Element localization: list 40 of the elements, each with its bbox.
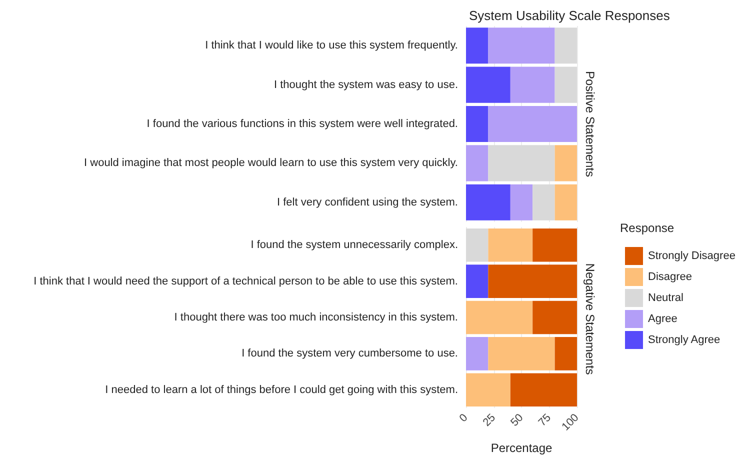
legend-label: Strongly Agree bbox=[648, 334, 720, 346]
bar bbox=[554, 66, 577, 103]
bar bbox=[488, 145, 555, 182]
bar bbox=[466, 184, 510, 220]
y-tick-label: I thought there was too much inconsistency in this system. bbox=[174, 312, 458, 324]
y-tick-label: I thought the system was easy to use. bbox=[274, 78, 458, 91]
legend-title: Response bbox=[620, 221, 674, 235]
y-tick-label: I think that I would like to use this system frequently. bbox=[205, 40, 458, 52]
bar bbox=[466, 28, 488, 64]
bar bbox=[532, 184, 555, 220]
x-tick-label: 50 bbox=[508, 412, 526, 429]
x-tick-label: 0 bbox=[457, 412, 470, 425]
bar bbox=[466, 145, 488, 182]
y-tick-label: I found the system very cumbersome to use. bbox=[242, 348, 458, 360]
bar bbox=[510, 184, 533, 220]
bar bbox=[488, 28, 555, 64]
bar bbox=[554, 184, 577, 220]
text: Negative Statements bbox=[583, 263, 597, 375]
legend-label: Disagree bbox=[648, 271, 692, 283]
chart-title: System Usability Scale Responses bbox=[469, 8, 670, 23]
bar bbox=[488, 106, 577, 142]
y-tick-label: I felt very confident using the system. bbox=[277, 196, 458, 208]
bar bbox=[466, 106, 488, 142]
bar bbox=[466, 66, 510, 103]
x-tick-label: 100 bbox=[560, 412, 582, 434]
x-tick-label: 25 bbox=[480, 412, 498, 429]
text: Positive Statements bbox=[583, 70, 597, 178]
y-tick-label: I would imagine that most people would learn to use this system very quickly. bbox=[84, 157, 458, 170]
y-tick-label: I found the system unnecessarily complex. bbox=[250, 239, 458, 252]
y-tick-label: I think that I would need the support of a technical person to be able to use this system. bbox=[34, 275, 458, 288]
legend-label: Neutral bbox=[648, 292, 684, 304]
y-tick-label: I needed to learn a lot of things before I could get going with this system. bbox=[105, 384, 458, 396]
x-tick-label: 75 bbox=[536, 412, 554, 429]
legend-label: Strongly Disagree bbox=[648, 250, 736, 262]
bar bbox=[554, 145, 577, 182]
bar bbox=[554, 28, 577, 64]
legend-label: Agree bbox=[648, 313, 678, 325]
x-axis-title: Percentage bbox=[490, 441, 553, 455]
y-tick-label: I found the various functions in this system were well integrated. bbox=[146, 118, 458, 130]
bar bbox=[510, 66, 555, 103]
